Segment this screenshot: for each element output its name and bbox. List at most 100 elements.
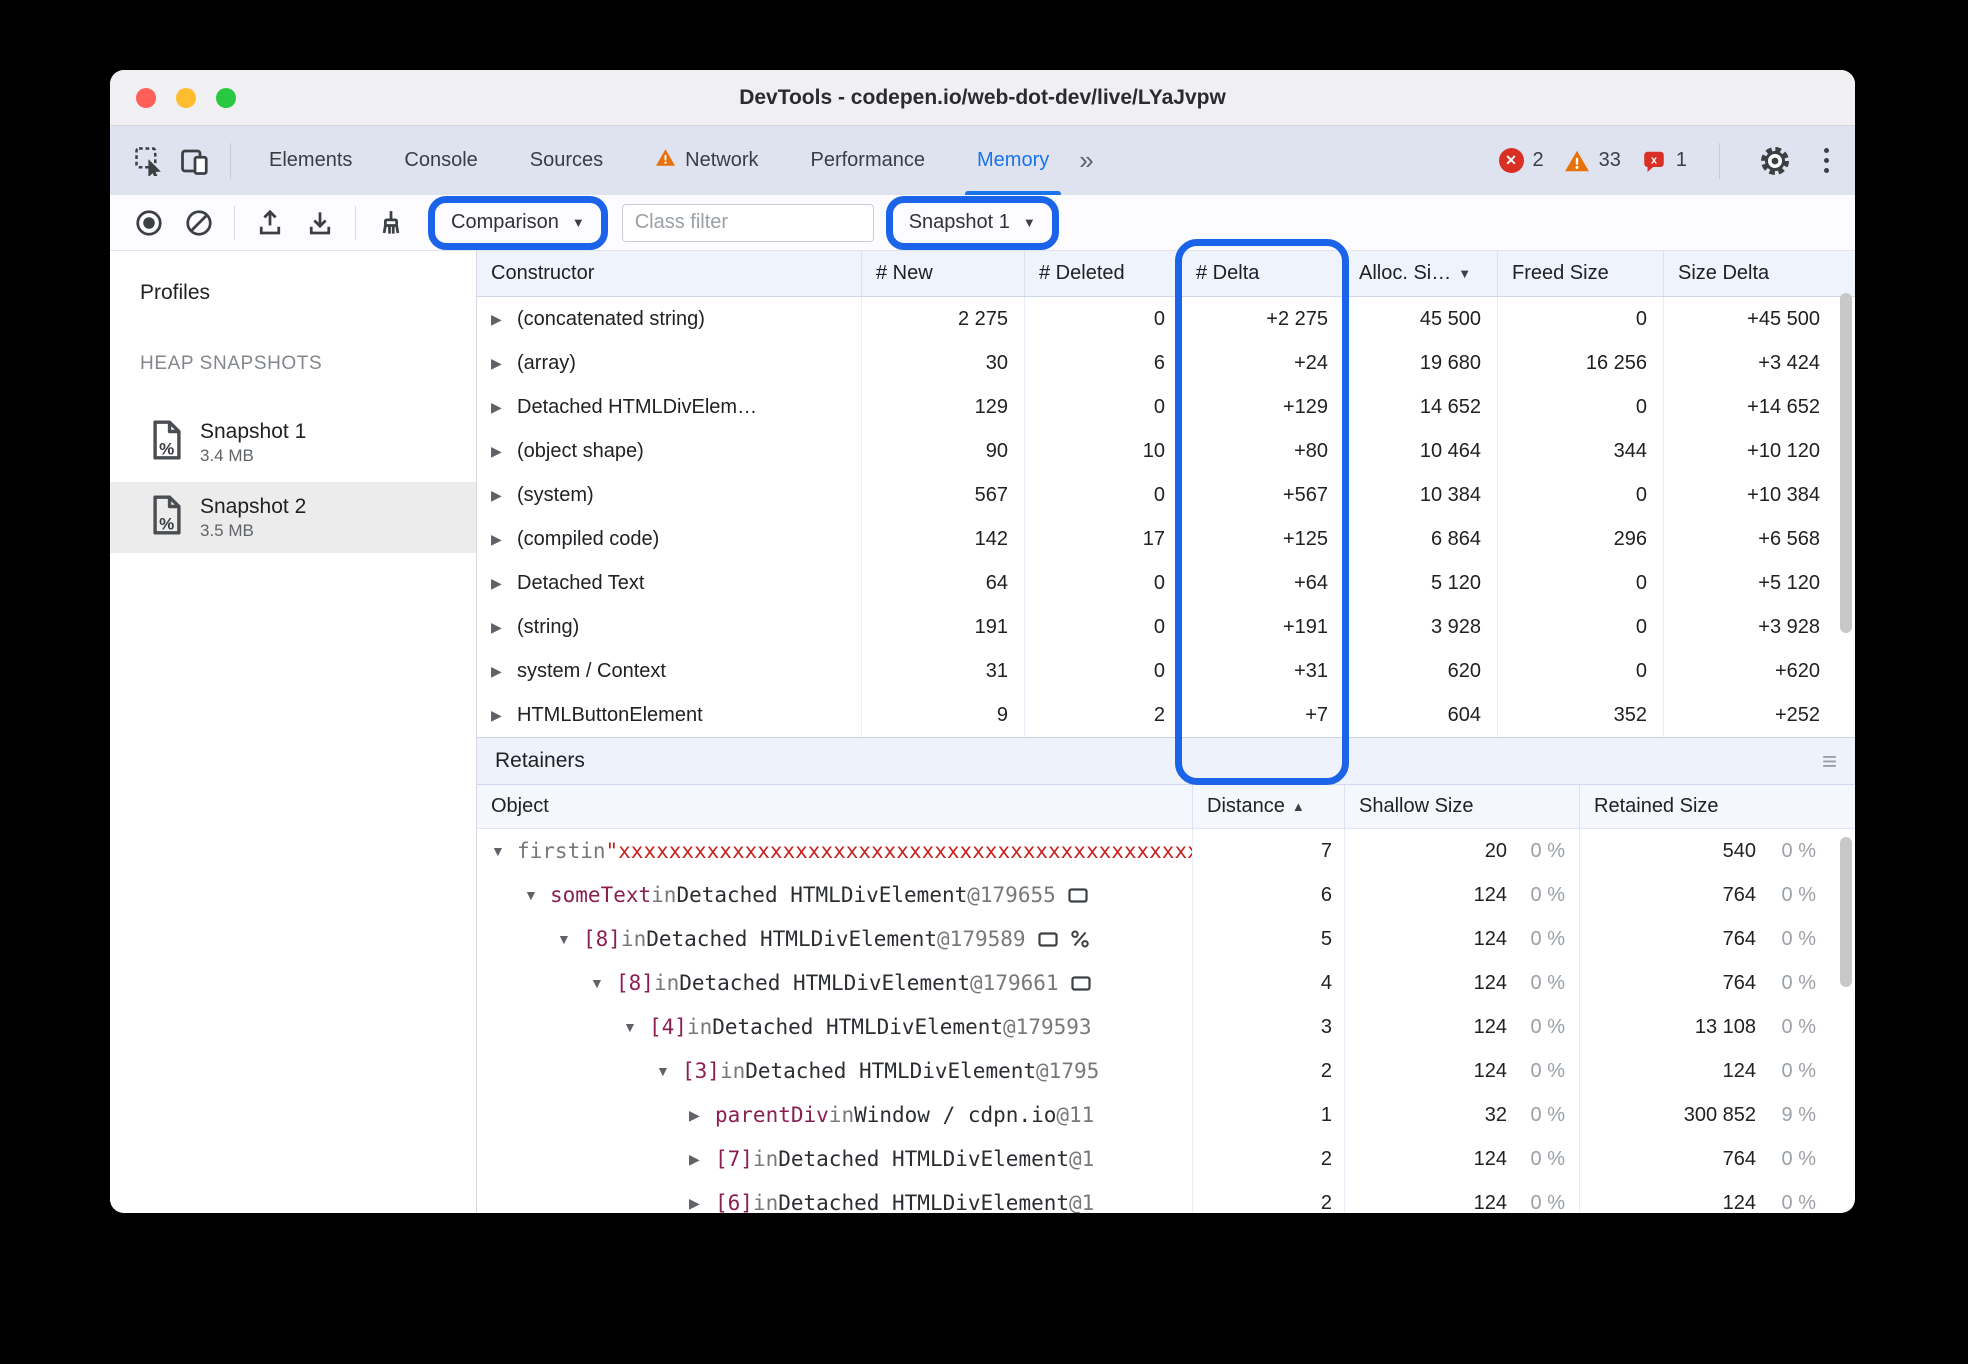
expand-arrow-icon[interactable]: ▶ (491, 398, 502, 415)
collapse-arrow-icon[interactable]: ▼ (524, 887, 538, 903)
column-header-alloc-si-[interactable]: Alloc. Si… ▼ (1344, 251, 1497, 296)
reveal-element-icon[interactable] (1070, 975, 1091, 992)
table-row[interactable]: ▶ Detached HTMLDivElem… 129 0 +129 14 652 0 +14… (477, 385, 1855, 429)
collect-garbage-button[interactable] (366, 200, 416, 246)
tab-elements[interactable]: Elements (243, 126, 378, 195)
expand-arrow-icon[interactable]: ▶ (491, 310, 502, 327)
column-header-freed-size[interactable]: Freed Size (1497, 251, 1663, 296)
toggle-device-toolbar-button[interactable] (172, 138, 218, 184)
table-row[interactable]: ▶ (string) 191 0 +191 3 928 0 +3 928 (477, 605, 1855, 649)
customize-devtools-button[interactable] (1818, 142, 1835, 179)
retainer-row[interactable]: ▼ [4] in Detached HTMLDivElement @179593 3… (477, 1005, 1855, 1049)
table-row[interactable]: ▶ (system) 567 0 +567 10 384 0 +10 384 (477, 473, 1855, 517)
record-icon (136, 209, 162, 236)
retainer-object-cell: ▼ first in "xxxxxxxxxxxxxxxxxxxxxxxxxxxxx… (477, 829, 1192, 873)
column-header--deleted[interactable]: # Deleted (1024, 251, 1181, 296)
expand-arrow-icon[interactable]: ▶ (491, 574, 502, 591)
retainer-object-cell: ▼ [8] in Detached HTMLDivElement @179589 (477, 917, 1192, 961)
retainers-menu-icon[interactable]: ≡ (1821, 745, 1837, 776)
retainer-row[interactable]: ▶ [7] in Detached HTMLDivElement @1 2 124 0 … (477, 1137, 1855, 1181)
retainers-column-header-retained-size[interactable]: Retained Size (1579, 785, 1836, 828)
collapse-arrow-icon[interactable]: ▼ (590, 975, 604, 991)
close-button[interactable] (136, 88, 156, 108)
object-text-segment: in (580, 839, 606, 863)
collapse-arrow-icon[interactable]: ▼ (656, 1063, 670, 1079)
column-header--new[interactable]: # New (861, 251, 1024, 296)
reveal-element-icon[interactable] (1037, 931, 1058, 948)
sidebar-title: Profiles (140, 281, 211, 304)
load-profile-button[interactable] (245, 200, 295, 246)
tab-label: Sources (529, 149, 604, 171)
collapse-arrow-icon[interactable]: ▼ (557, 931, 571, 947)
retainer-row[interactable]: ▼ [3] in Detached HTMLDivElement @1795 2 12… (477, 1049, 1855, 1093)
error-badge[interactable]: ✕ 2 (1498, 148, 1544, 173)
retainer-row[interactable]: ▼ someText in Detached HTMLDivElement @17… (477, 873, 1855, 917)
object-text-segment: @11 (1056, 1103, 1095, 1127)
warning-badge[interactable]: 33 (1564, 149, 1621, 173)
detached-node-icon[interactable] (1070, 929, 1090, 949)
retainers-column-header-distance[interactable]: Distance ▲ (1192, 785, 1344, 828)
minimize-button[interactable] (176, 88, 196, 108)
perspective-select[interactable]: Comparison ▼ (445, 206, 591, 240)
retainer-shallow-size-cell: 124 0 % (1344, 1049, 1579, 1093)
settings-button[interactable] (1752, 138, 1798, 184)
more-tabs-button[interactable]: » (1079, 145, 1094, 175)
column-header-constructor[interactable]: Constructor (477, 251, 861, 296)
object-text-segment: @179661 (970, 971, 1059, 995)
expand-arrow-icon[interactable]: ▶ (491, 662, 502, 679)
issues-badge[interactable]: x 1 (1641, 148, 1687, 174)
expand-arrow-icon[interactable]: ▶ (491, 618, 502, 635)
column-header-size-delta[interactable]: Size Delta (1663, 251, 1836, 296)
retainer-row[interactable]: ▼ first in "xxxxxxxxxxxxxxxxxxxxxxxxxxxxx… (477, 829, 1855, 873)
object-text-segment: Detached HTMLDivElement (712, 1015, 1004, 1039)
table-row[interactable]: ▶ HTMLButtonElement 9 2 +7 604 352 +252 (477, 693, 1855, 737)
object-text-segment: "xxxxxxxxxxxxxxxxxxxxxxxxxxxxxxxxxxxxxxx… (605, 839, 1192, 863)
table-row[interactable]: ▶ Detached Text 64 0 +64 5 120 0 +5 120 (477, 561, 1855, 605)
base-snapshot-select[interactable]: Snapshot 1 ▼ (903, 206, 1042, 240)
inspect-element-button[interactable] (126, 138, 172, 184)
expand-arrow-icon[interactable]: ▶ (491, 354, 502, 371)
expand-arrow-icon[interactable]: ▶ (491, 706, 502, 723)
expand-arrow-icon[interactable]: ▶ (491, 442, 502, 459)
zoom-button[interactable] (216, 88, 236, 108)
expand-arrow-icon[interactable]: ▶ (689, 1194, 700, 1211)
record-heap-snapshot-button[interactable] (124, 200, 174, 246)
class-filter-input[interactable] (621, 203, 874, 242)
retainers-column-header-shallow-size[interactable]: Shallow Size (1344, 785, 1579, 828)
table-row[interactable]: ▶ (object shape) 90 10 +80 10 464 344 +10 120 (477, 429, 1855, 473)
svg-text:%: % (159, 439, 174, 458)
retainer-row[interactable]: ▶ [6] in Detached HTMLDivElement @1 2 124 0 … (477, 1181, 1855, 1213)
tab-console[interactable]: Console (378, 126, 503, 195)
retainers-column-header-object[interactable]: Object (477, 785, 1192, 828)
retainer-row[interactable]: ▼ [8] in Detached HTMLDivElement @179661 4… (477, 961, 1855, 1005)
collapse-arrow-icon[interactable]: ▼ (491, 843, 505, 859)
expand-arrow-icon[interactable]: ▶ (491, 486, 502, 503)
tab-network[interactable]: Network (629, 126, 784, 195)
tab-sources[interactable]: Sources (504, 126, 629, 195)
tab-memory[interactable]: Memory (951, 126, 1075, 195)
grid-scrollbar-thumb[interactable] (1840, 293, 1852, 633)
column-header-label: # Deleted (1039, 262, 1125, 284)
column-header--delta[interactable]: # Delta (1181, 251, 1344, 296)
shallow-size-value: 124 (1473, 1059, 1507, 1082)
expand-arrow-icon[interactable]: ▶ (689, 1106, 700, 1123)
table-row[interactable]: ▶ (concatenated string) 2 275 0 +2 275 45 500… (477, 297, 1855, 341)
collapse-arrow-icon[interactable]: ▼ (623, 1019, 637, 1035)
tab-performance[interactable]: Performance (785, 126, 952, 195)
retainers-scrollbar-thumb[interactable] (1840, 837, 1852, 987)
cell-alloc_size: 3 928 (1344, 605, 1497, 649)
retainer-row[interactable]: ▶ parentDiv in Window / cdpn.io @11 1 32 0 %… (477, 1093, 1855, 1137)
constructor-name: Detached Text (517, 571, 645, 594)
save-profile-button[interactable] (295, 200, 345, 246)
expand-arrow-icon[interactable]: ▶ (689, 1150, 700, 1167)
sidebar-item-snapshot-2[interactable]: % Snapshot 2 3.5 MB (110, 482, 476, 553)
cell-deleted: 0 (1024, 561, 1181, 605)
retainer-row[interactable]: ▼ [8] in Detached HTMLDivElement @179589 5… (477, 917, 1855, 961)
table-row[interactable]: ▶ system / Context 31 0 +31 620 0 +620 (477, 649, 1855, 693)
reveal-element-icon[interactable] (1068, 887, 1088, 904)
table-row[interactable]: ▶ (array) 30 6 +24 19 680 16 256 +3 424 (477, 341, 1855, 385)
clear-profiles-button[interactable] (174, 200, 224, 246)
expand-arrow-icon[interactable]: ▶ (491, 530, 502, 547)
table-row[interactable]: ▶ (compiled code) 142 17 +125 6 864 296 +6 568 (477, 517, 1855, 561)
sidebar-item-snapshot-1[interactable]: % Snapshot 1 3.4 MB (110, 407, 476, 478)
